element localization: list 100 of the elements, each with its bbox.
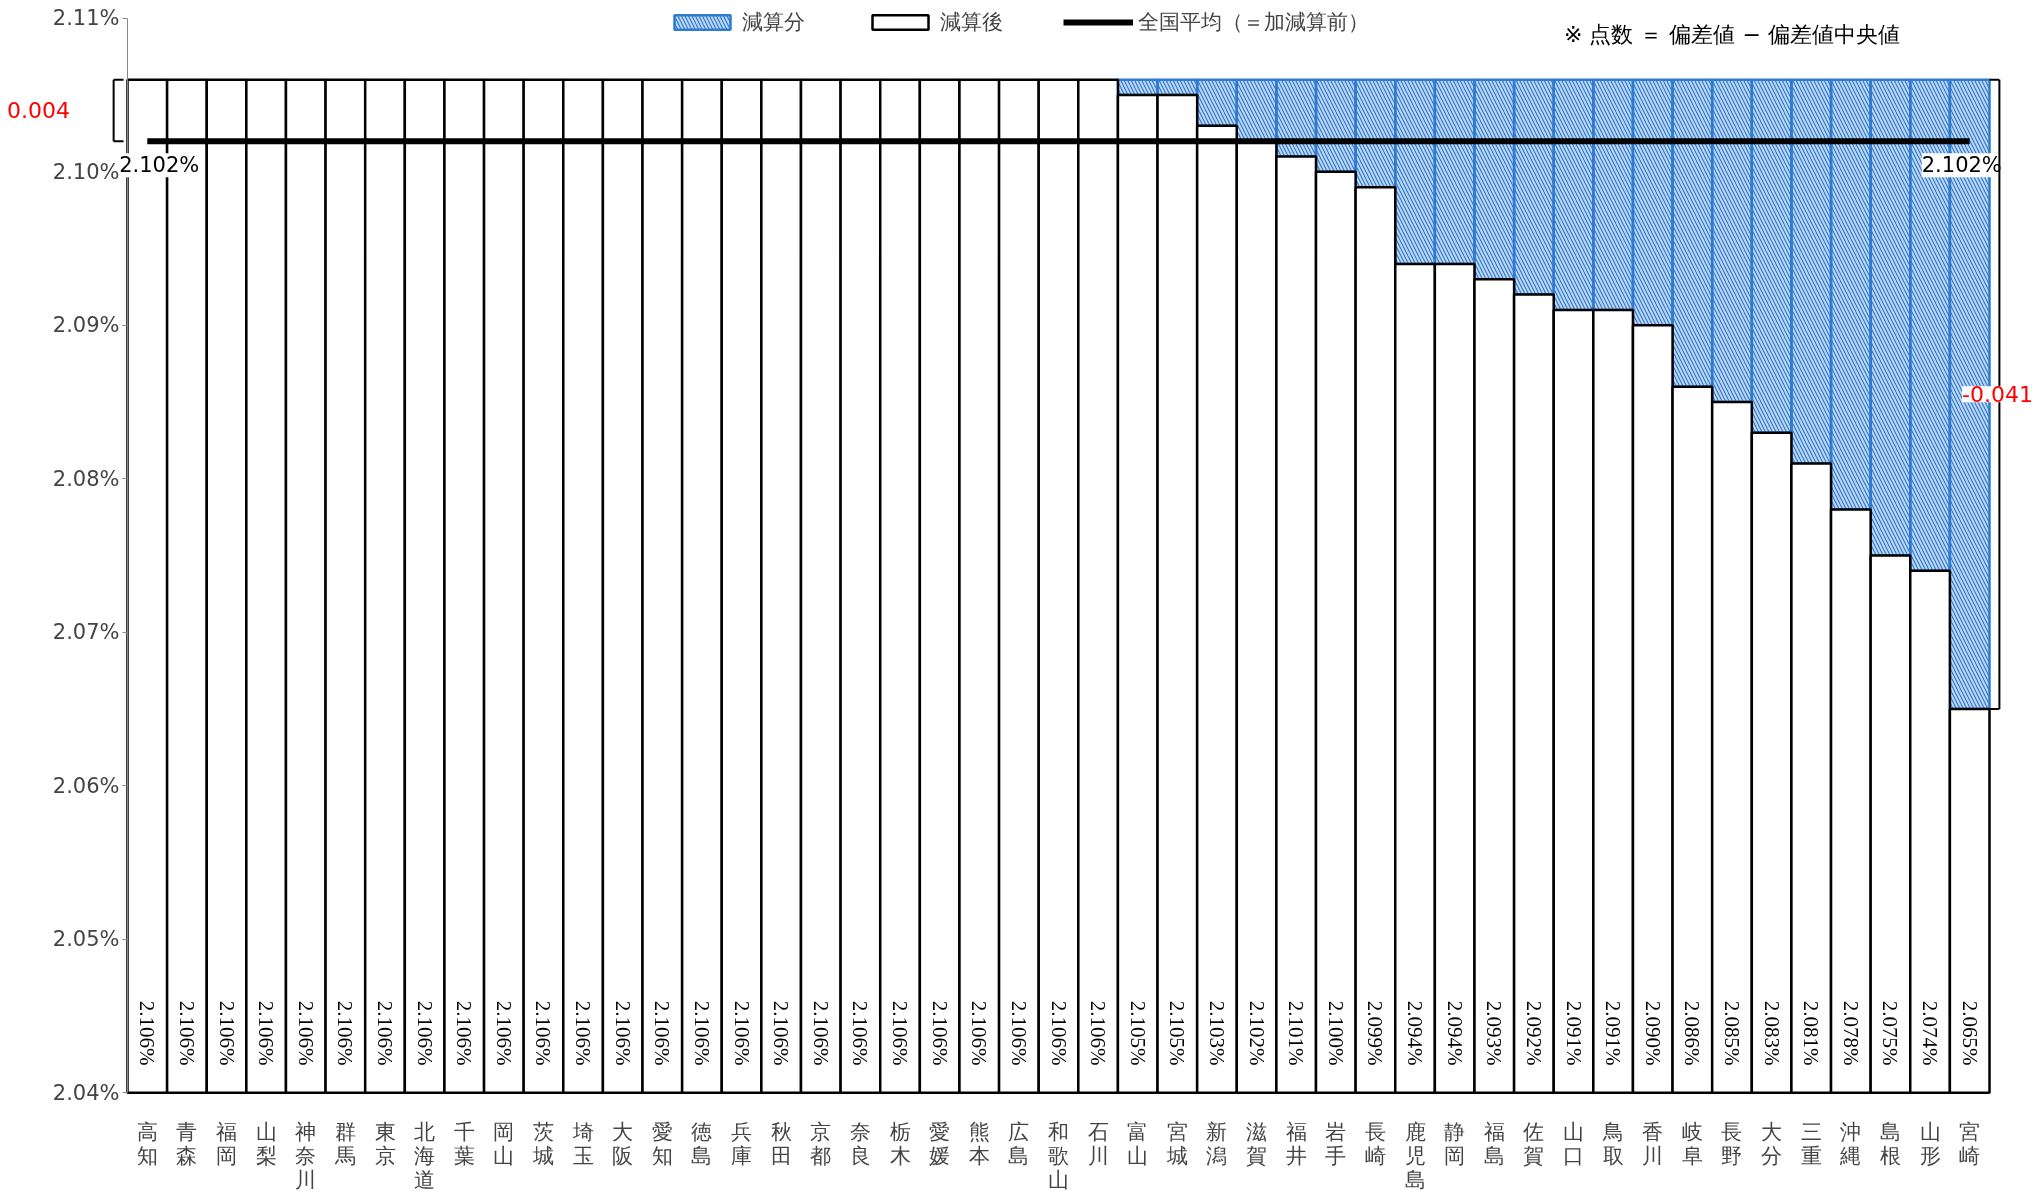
data-label: 2.081% <box>1799 1000 1824 1066</box>
x-tick-label: 山形 <box>1919 1119 1941 1168</box>
data-label: 2.078% <box>1838 1000 1863 1066</box>
legend-label: 減算分 <box>741 9 805 36</box>
x-tick-label: 愛媛 <box>929 1119 951 1168</box>
x-tick-label: 埼玉 <box>571 1119 594 1168</box>
y-tick-label: 2.06% <box>52 773 120 798</box>
x-tick-label: 群馬 <box>333 1119 356 1168</box>
data-label: 2.106% <box>689 1000 714 1066</box>
x-tick-label: 鹿児島 <box>1404 1119 1426 1192</box>
y-tick-label: 2.05% <box>52 927 120 952</box>
x-tick-label: 山口 <box>1563 1119 1585 1168</box>
x-tick-label: 岡山 <box>493 1119 515 1168</box>
x-tick-label: 石川 <box>1087 1119 1109 1168</box>
x-tick-label: 福井 <box>1285 1119 1307 1168</box>
data-label: 2.106% <box>412 1000 437 1066</box>
data-label: 2.101% <box>1284 1000 1309 1066</box>
y-tick-label: 2.11% <box>52 6 120 31</box>
data-label: 2.106% <box>927 1000 952 1066</box>
data-label: 2.075% <box>1878 1000 1903 1066</box>
x-tick-label: 沖縄 <box>1839 1119 1862 1168</box>
data-label: 2.094% <box>1442 1000 1467 1066</box>
x-tick-label: 福岡 <box>216 1119 238 1168</box>
data-label: 2.092% <box>1521 1000 1546 1066</box>
annotation: -0.041 <box>1962 382 2033 408</box>
x-tick-label: 福島 <box>1483 1119 1505 1168</box>
x-tick-label: 静岡 <box>1444 1119 1466 1168</box>
y-tick-label: 2.09% <box>52 313 120 338</box>
data-label: 2.106% <box>174 1000 199 1066</box>
y-tick-label: 2.04% <box>52 1080 120 1105</box>
annotation: ※ 点数 ＝ 偏差値 − 偏差値中央値 <box>1564 22 1900 48</box>
x-tick-label: 和歌山 <box>1048 1119 1069 1192</box>
data-label: 2.102% <box>1244 1000 1269 1066</box>
data-label: 2.094% <box>1403 1000 1428 1066</box>
data-label: 2.106% <box>729 1000 754 1066</box>
data-label: 2.106% <box>254 1000 279 1066</box>
data-label: 2.106% <box>293 1000 318 1066</box>
data-label: 2.106% <box>967 1000 992 1066</box>
x-tick-label: 山梨 <box>255 1119 277 1168</box>
x-tick-label: 鳥取 <box>1601 1119 1624 1168</box>
x-tick-label: 栃木 <box>889 1119 911 1168</box>
data-label: 2.083% <box>1759 1000 1784 1066</box>
data-label: 2.099% <box>1363 1000 1388 1066</box>
data-label: 2.106% <box>452 1000 477 1066</box>
data-label: 2.106% <box>1086 1000 1111 1066</box>
x-tick-label: 千葉 <box>453 1119 475 1168</box>
data-label: 2.106% <box>888 1000 913 1066</box>
x-tick-label: 兵庫 <box>731 1119 753 1168</box>
x-tick-label: 茨城 <box>531 1119 554 1168</box>
data-label: 2.106% <box>808 1000 833 1066</box>
data-label: 2.093% <box>1482 1000 1507 1066</box>
x-tick-label: 宮城 <box>1165 1119 1188 1168</box>
data-label: 2.106% <box>610 1000 635 1066</box>
data-label: 2.106% <box>769 1000 794 1066</box>
data-label: 2.105% <box>1165 1000 1190 1066</box>
data-label: 2.065% <box>1957 1000 1982 1066</box>
x-tick-label: 愛知 <box>651 1119 673 1168</box>
legend-label: 減算後 <box>939 9 1003 36</box>
y-tick-label: 2.08% <box>52 466 120 491</box>
data-label: 2.085% <box>1719 1000 1744 1066</box>
data-label: 2.091% <box>1561 1000 1586 1066</box>
x-tick-label: 新潟 <box>1206 1119 1228 1168</box>
data-label: 2.090% <box>1640 1000 1665 1066</box>
x-tick-label: 大阪 <box>612 1119 634 1168</box>
x-tick-label: 高知 <box>136 1119 158 1168</box>
x-tick-label: 三重 <box>1800 1119 1822 1168</box>
x-tick-label: 京都 <box>810 1119 832 1168</box>
y-tick-label: 2.10% <box>52 159 120 184</box>
data-label: 2.106% <box>373 1000 398 1066</box>
data-label: 2.106% <box>531 1000 556 1066</box>
x-tick-label: 熊本 <box>968 1119 990 1168</box>
x-tick-label: 宮崎 <box>1959 1119 1981 1168</box>
x-tick-label: 神奈川 <box>295 1119 317 1192</box>
x-tick-label: 島根 <box>1879 1119 1901 1168</box>
data-label: 2.106% <box>491 1000 516 1066</box>
x-tick-label: 岩手 <box>1325 1119 1347 1168</box>
data-label: 2.106% <box>571 1000 596 1066</box>
data-label: 2.106% <box>848 1000 873 1066</box>
data-label: 2.106% <box>214 1000 239 1066</box>
x-tick-label: 香川 <box>1642 1119 1664 1168</box>
data-label: 2.106% <box>650 1000 675 1066</box>
x-tick-label: 徳島 <box>691 1119 713 1168</box>
x-tick-label: 長野 <box>1721 1119 1743 1168</box>
data-label: 2.106% <box>1006 1000 1031 1066</box>
x-tick-label: 奈良 <box>849 1119 871 1168</box>
text: 0.004 <box>7 98 70 124</box>
x-tick-label: 富山 <box>1127 1119 1149 1168</box>
data-label: 2.106% <box>1046 1000 1071 1066</box>
data-label: 2.103% <box>1204 1000 1229 1066</box>
x-tick-label: 北海道 <box>414 1119 436 1192</box>
data-label: 2.074% <box>1918 1000 1943 1066</box>
data-label: 2.086% <box>1680 1000 1705 1066</box>
x-tick-label: 滋賀 <box>1246 1119 1268 1168</box>
x-tick-label: 大分 <box>1761 1119 1783 1168</box>
x-tick-label: 広島 <box>1008 1119 1030 1168</box>
annotation: 2.102% <box>119 153 200 178</box>
legend-label: 全国平均（＝加減算前） <box>1137 9 1369 36</box>
x-tick-label: 佐賀 <box>1523 1119 1545 1168</box>
y-tick-label: 2.07% <box>52 620 120 645</box>
data-label: 2.100% <box>1323 1000 1348 1066</box>
